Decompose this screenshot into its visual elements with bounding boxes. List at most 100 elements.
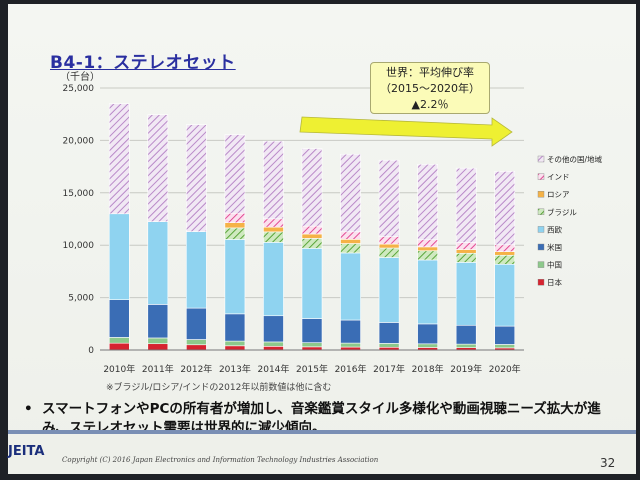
bar-segment	[263, 140, 284, 220]
bar-segment	[147, 221, 169, 305]
callout-line1: 世界：平均伸び率	[386, 66, 474, 79]
legend-swatch	[537, 190, 545, 198]
legend-swatch	[537, 226, 545, 233]
bar-segment	[224, 227, 246, 240]
bar-segment	[340, 319, 361, 344]
x-tick-label: 2019年	[450, 363, 482, 375]
bar-segment	[455, 167, 477, 243]
jeita-logo: JEITA	[8, 444, 45, 459]
legend-swatch	[537, 261, 545, 268]
bar-segment	[455, 252, 477, 263]
bar-segment	[108, 337, 130, 344]
bar-segment	[455, 343, 477, 348]
bar-segment	[494, 251, 516, 256]
bar-segment	[301, 248, 323, 319]
bar-segment	[340, 239, 361, 244]
bar-segment	[378, 322, 400, 344]
bar-segment	[494, 171, 516, 246]
bar-segment	[186, 339, 207, 346]
copyright-text: Copyright (C) 2016 Japan Electronics and…	[62, 456, 379, 464]
bar-segment	[108, 342, 130, 351]
bar-segment	[417, 250, 438, 261]
callout-line2: （2015～2020年）	[380, 82, 480, 95]
bar-segment	[417, 259, 438, 325]
y-tick-label: 5,000	[68, 294, 94, 304]
bar-segment	[263, 226, 284, 233]
bar-segment	[301, 233, 323, 239]
y-tick-label: 0	[88, 346, 94, 356]
legend-label: インド	[547, 173, 570, 182]
legend-label: ブラジル	[547, 207, 577, 217]
page-number: 32	[600, 456, 616, 470]
bar-segment	[494, 325, 516, 345]
bar-segment	[340, 252, 361, 321]
bar-segment	[186, 231, 207, 309]
bar-segment	[378, 247, 400, 258]
bar-segment	[378, 343, 400, 348]
bar-segment	[263, 242, 284, 317]
bar-segment	[186, 344, 207, 351]
bar-segment	[494, 254, 516, 265]
bar-segment	[301, 225, 323, 235]
bar-segment	[224, 222, 246, 229]
bar-segment	[301, 318, 323, 343]
legend-label: 西欧	[547, 224, 562, 234]
bullet-dot-icon: •	[24, 401, 33, 417]
bar-segment	[224, 340, 246, 347]
x-tick-label: 2018年	[412, 363, 444, 375]
bar-segment	[147, 337, 169, 345]
x-tick-label: 2013年	[219, 363, 251, 375]
bar-segment	[224, 212, 246, 223]
bar-segment	[301, 238, 323, 249]
bar-segment	[263, 346, 284, 351]
bar-segment	[147, 114, 169, 222]
bar-segment	[108, 299, 130, 338]
bar-segment	[417, 323, 438, 345]
growth-rate-callout: 世界：平均伸び率 （2015～2020年） ▲2.2％	[370, 62, 490, 114]
legend-swatch	[537, 155, 545, 163]
legend-swatch	[537, 279, 545, 286]
bar-segment	[340, 153, 361, 233]
y-tick-label: 25,000	[63, 84, 95, 94]
bar-segment	[301, 342, 323, 348]
bar-segment	[340, 342, 361, 348]
legend-swatch	[537, 243, 545, 251]
bar-segment	[340, 231, 361, 240]
bar-segment	[263, 231, 284, 243]
bar-segment	[147, 304, 169, 339]
bar-segment	[108, 103, 130, 215]
axis-layer: 0 5,000 10,000 15,000 20,000 25,000 2010年 2011年…	[63, 84, 524, 375]
bar-segment	[455, 262, 477, 326]
bar-segment	[494, 344, 516, 349]
legend-swatch	[537, 173, 545, 180]
bar-segment	[417, 343, 438, 348]
trend-arrow-layer	[299, 116, 513, 147]
bar-segment	[147, 343, 169, 351]
x-tick-label: 2020年	[489, 363, 521, 375]
callout-line3: ▲2.2％	[411, 98, 449, 111]
chart-footnote: ※ブラジル/ロシア/インドの2012年以前数値は他に含む	[106, 381, 331, 393]
bar-segment	[186, 307, 207, 340]
bar-segment	[378, 159, 400, 238]
bar-segment	[455, 324, 477, 345]
x-tick-label: 2015年	[296, 363, 328, 375]
bar-segment	[378, 243, 400, 249]
bar-segment	[186, 124, 207, 232]
y-tick-label: 20,000	[63, 136, 95, 146]
x-tick-label: 2010年	[103, 363, 135, 375]
x-tick-label: 2011年	[142, 363, 174, 375]
legend-swatch	[537, 208, 545, 216]
bar-segment	[301, 148, 323, 227]
bar-segment	[455, 249, 477, 254]
stacked-bar-chart: 0 5,000 10,000 15,000 20,000 25,000 2010年 2011年…	[60, 70, 603, 393]
x-tick-label: 2017年	[373, 363, 405, 375]
legend-label: 日本	[547, 277, 562, 287]
bar-segment	[417, 246, 438, 252]
y-tick-label: 10,000	[63, 241, 95, 251]
bar-segment	[224, 313, 246, 342]
slide-title: B4-1：ステレオセット	[50, 53, 236, 73]
x-tick-label: 2014年	[258, 363, 290, 375]
legend-label: ロシア	[547, 190, 570, 199]
bar-segment	[263, 341, 284, 347]
